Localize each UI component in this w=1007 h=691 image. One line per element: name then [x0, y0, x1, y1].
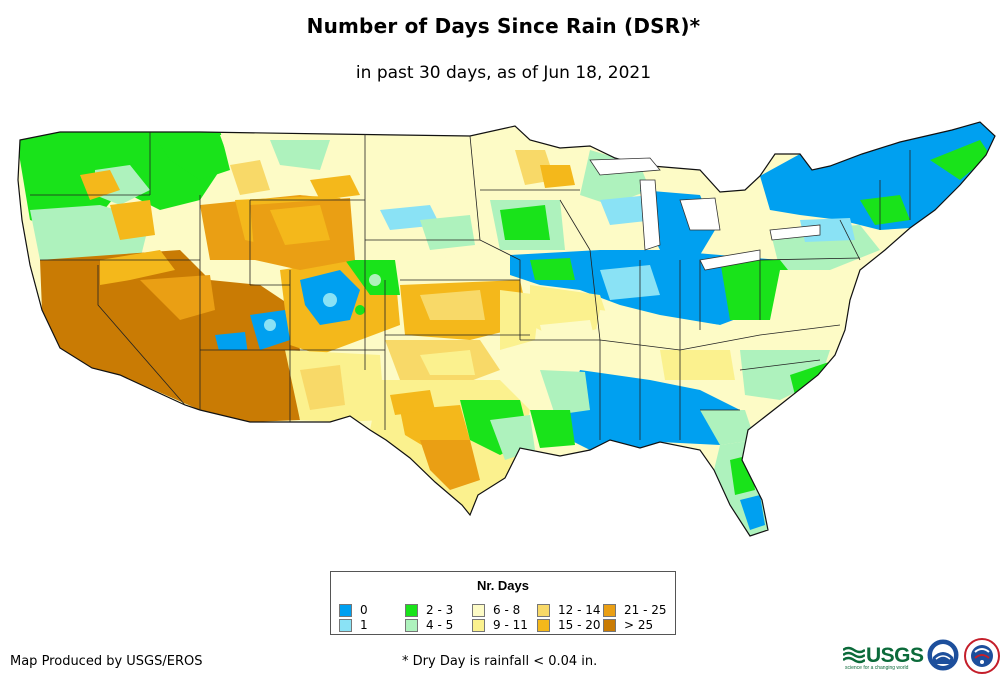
legend-label: 2 - 3 — [426, 603, 454, 617]
map-title: Number of Days Since Rain (DSR)* — [306, 14, 701, 38]
legend-swatch — [405, 619, 418, 632]
usgs-logo-text: USGS — [866, 644, 924, 667]
us-map — [0, 110, 1007, 550]
legend-item-6: 12 - 14 — [537, 604, 601, 617]
legend-label: 21 - 25 — [624, 603, 667, 617]
usgs-tagline: science for a changing world — [845, 665, 909, 671]
legend-item-0: 0 — [339, 604, 368, 617]
map-subtitle: in past 30 days, as of Jun 18, 2021 — [355, 63, 652, 83]
usgs-waves-icon — [843, 646, 865, 664]
agency-logos: USGS science for a changing world — [843, 637, 1003, 677]
legend-swatch — [537, 604, 550, 617]
legend-swatch — [339, 619, 352, 632]
legend-swatch — [537, 619, 550, 632]
nws-logo-icon — [964, 638, 1000, 674]
legend-label: 12 - 14 — [558, 603, 601, 617]
legend-label: 6 - 8 — [493, 603, 521, 617]
legend-label: > 25 — [624, 618, 654, 632]
legend-title: Nr. Days — [476, 578, 530, 593]
legend-item-8: 21 - 25 — [603, 604, 667, 617]
legend-item-7: 15 - 20 — [537, 619, 601, 632]
legend-swatch — [472, 619, 485, 632]
legend-swatch — [405, 604, 418, 617]
usgs-logo: USGS — [843, 644, 924, 668]
legend-label: 1 — [360, 618, 368, 632]
legend-swatch — [603, 619, 616, 632]
credit-text: Map Produced by USGS/EROS — [10, 654, 203, 669]
legend-label: 9 - 11 — [493, 618, 528, 632]
map-legend: Nr. Days 0 1 2 - 3 4 - 5 6 - 8 9 - 11 12… — [330, 571, 676, 635]
legend-item-5: 9 - 11 — [472, 619, 528, 632]
legend-swatch — [472, 604, 485, 617]
legend-item-4: 6 - 8 — [472, 604, 520, 617]
legend-item-9: > 25 — [603, 619, 653, 632]
legend-item-3: 4 - 5 — [405, 619, 453, 632]
legend-label: 0 — [360, 603, 368, 617]
legend-item-2: 2 - 3 — [405, 604, 453, 617]
legend-label: 4 - 5 — [426, 618, 454, 632]
noaa-logo-icon — [927, 639, 959, 671]
footnote-text: * Dry Day is rainfall < 0.04 in. — [402, 654, 598, 669]
legend-label: 15 - 20 — [558, 618, 601, 632]
legend-swatch — [603, 604, 616, 617]
legend-swatch — [339, 604, 352, 617]
legend-item-1: 1 — [339, 619, 368, 632]
